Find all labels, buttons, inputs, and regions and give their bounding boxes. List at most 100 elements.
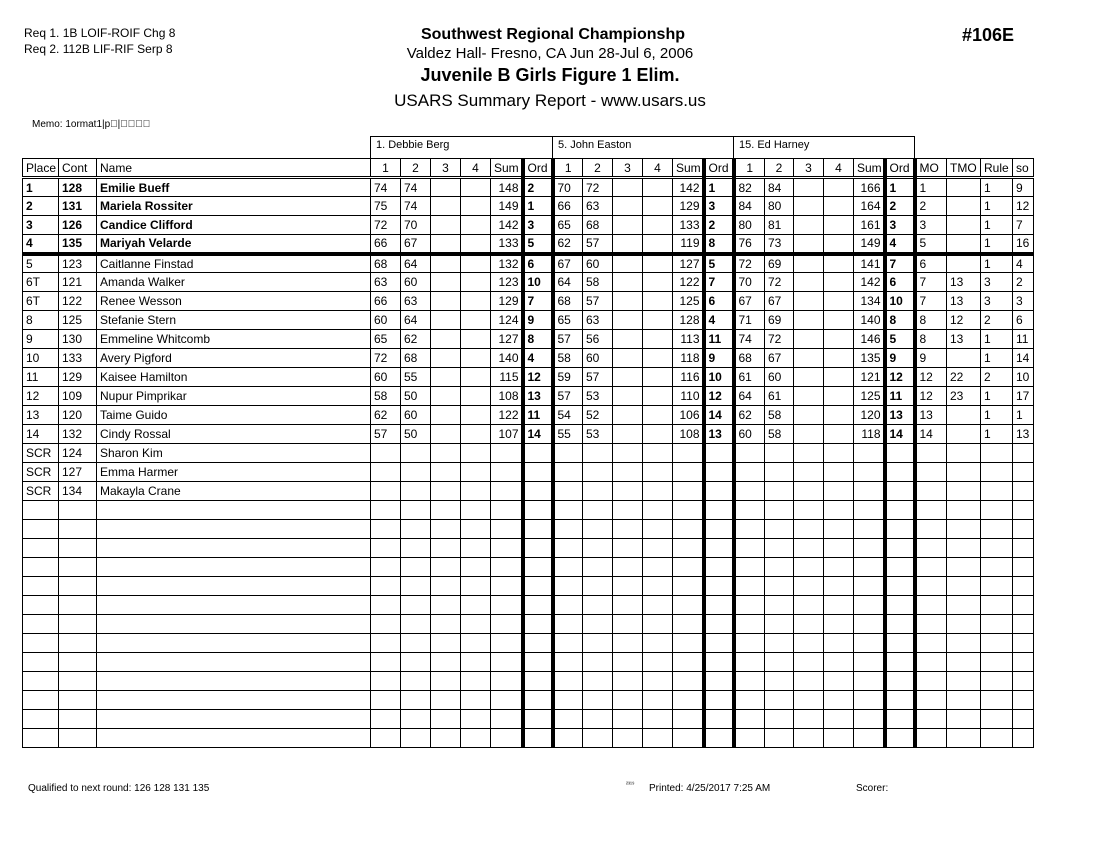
cell-4 (460, 329, 491, 349)
cell-mo (912, 633, 947, 653)
cell-2: 68 (400, 348, 431, 368)
cell-sum (672, 633, 704, 653)
cell-ord (520, 462, 553, 482)
cell-4 (642, 500, 673, 520)
table-row: 10 133 Avery Pigford 72 68 140 4 58 60 118 9 68 67 13… (22, 348, 1034, 368)
cell-name: Emma Harmer (96, 462, 371, 482)
cell-4 (642, 709, 673, 729)
cell-ord: 5 (701, 253, 734, 273)
cell-4 (460, 386, 491, 406)
cell-ord: 2 (882, 196, 915, 216)
cell-mo (912, 709, 947, 729)
cell-sum (853, 519, 885, 539)
cell-mo: 7 (912, 291, 947, 311)
cell-2: 58 (582, 272, 613, 292)
cell-ord: 13 (882, 405, 915, 425)
cell-1: 70 (731, 272, 765, 292)
cell-mo: 1 (912, 177, 947, 197)
cell-2 (764, 557, 794, 577)
column-header-1: 1 (370, 158, 401, 179)
cell-1: 76 (731, 234, 765, 256)
cell-mo: 3 (912, 215, 947, 235)
cell-cont: 121 (58, 272, 97, 292)
cell-so (1012, 728, 1034, 748)
cell-2 (400, 709, 431, 729)
cell-2 (400, 652, 431, 672)
cell-4 (823, 234, 854, 256)
table-row: 9 130 Emmeline Whitcomb 65 62 127 8 57 56 113 11 74… (22, 329, 1034, 349)
cell-name (96, 671, 371, 691)
cell-so (1012, 671, 1034, 691)
cell-cont: 133 (58, 348, 97, 368)
cell-1: 71 (731, 310, 765, 330)
cell-4 (460, 519, 491, 539)
cell-1 (370, 709, 401, 729)
cell-2 (764, 462, 794, 482)
cell-1 (731, 614, 765, 634)
cell-1 (550, 538, 583, 558)
cell-1 (731, 671, 765, 691)
printed-timestamp: Printed: 4/25/2017 7:25 AM (649, 783, 771, 794)
cell-1 (731, 538, 765, 558)
cell-sum: 149 (853, 234, 885, 256)
cell-tmo (946, 633, 981, 653)
cell-4 (460, 481, 491, 501)
column-header-sum: Sum (490, 158, 523, 179)
column-header-2: 2 (582, 158, 613, 179)
cell-rule (980, 690, 1013, 710)
judge-2-header: 5. John Easton (552, 136, 734, 158)
cell-3 (430, 367, 461, 387)
empty-row (22, 576, 1034, 596)
cell-2: 50 (400, 386, 431, 406)
cell-ord (701, 462, 734, 482)
empty-row (22, 538, 1034, 558)
cell-place: 11 (22, 367, 59, 387)
cell-place (22, 728, 59, 748)
cell-mo: 2 (912, 196, 947, 216)
cell-mo (912, 614, 947, 634)
cell-4 (460, 557, 491, 577)
cell-4 (823, 690, 854, 710)
cell-name (96, 500, 371, 520)
table-row: 14 132 Cindy Rossal 57 50 107 14 55 53 108 13 60 58 1… (22, 424, 1034, 444)
cell-ord: 14 (701, 405, 734, 425)
cell-3 (612, 196, 643, 216)
cell-1: 72 (370, 348, 401, 368)
cell-sum (672, 500, 704, 520)
cell-ord: 5 (882, 329, 915, 349)
cell-2 (582, 443, 613, 463)
column-header-3: 3 (612, 158, 643, 179)
cell-3 (793, 443, 824, 463)
cell-so: 16 (1012, 234, 1034, 256)
cell-4 (460, 614, 491, 634)
cell-so (1012, 519, 1034, 539)
cell-ord (701, 538, 734, 558)
cell-1: 65 (550, 215, 583, 235)
cell-name: Mariyah Velarde (96, 234, 371, 256)
cell-sum (490, 633, 523, 653)
judge-3-header: 15. Ed Harney (733, 136, 915, 158)
cell-2: 81 (764, 215, 794, 235)
cell-name: Candice Clifford (96, 215, 371, 235)
cell-1: 65 (550, 310, 583, 330)
cell-3 (793, 177, 824, 197)
cell-3 (430, 481, 461, 501)
cell-1 (550, 462, 583, 482)
table-row: 6T 121 Amanda Walker 63 60 123 10 64 58 122 7 70 72 1… (22, 272, 1034, 292)
cell-1 (731, 633, 765, 653)
table-row: 4 135 Mariyah Velarde 66 67 133 5 62 57 119 8 76 73 1… (22, 234, 1034, 256)
cell-3 (612, 443, 643, 463)
cell-name: Mariela Rossiter (96, 196, 371, 216)
cell-2 (764, 728, 794, 748)
cell-sum: 142 (490, 215, 523, 235)
cell-4 (642, 614, 673, 634)
cell-ord (882, 443, 915, 463)
cell-sum: 116 (672, 367, 704, 387)
cell-2: 63 (582, 196, 613, 216)
scorer-label: Scorer: (856, 783, 889, 794)
cell-so (1012, 690, 1034, 710)
cell-cont (58, 557, 97, 577)
cell-sum: 148 (490, 177, 523, 197)
cell-4 (642, 310, 673, 330)
cell-rule: 3 (980, 272, 1013, 292)
